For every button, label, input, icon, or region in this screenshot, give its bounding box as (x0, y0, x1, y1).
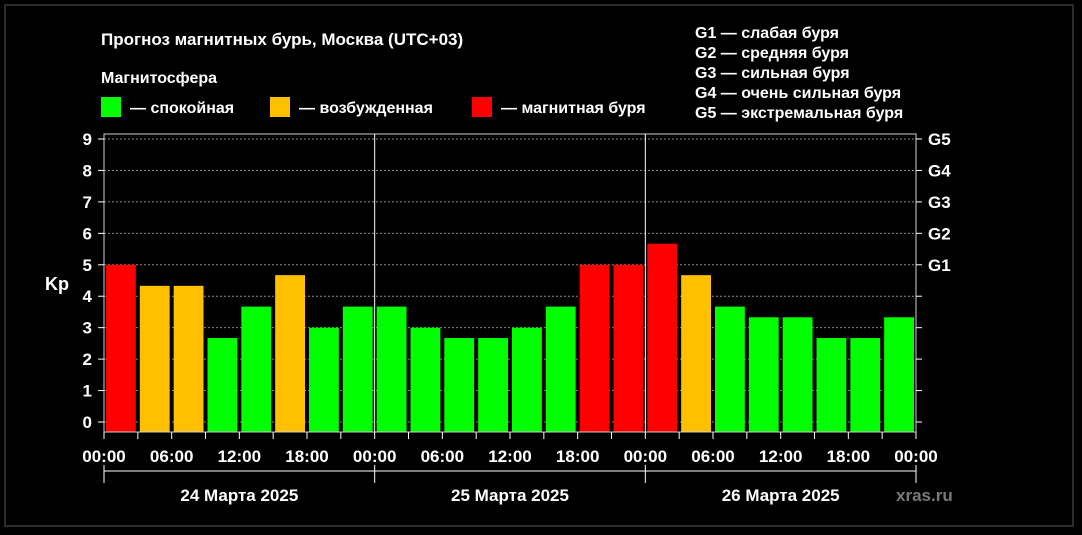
bar-excited (275, 275, 305, 432)
y-tick-label: 4 (83, 287, 93, 306)
bar-quiet (207, 338, 238, 432)
legend-title: Магнитосфера (101, 70, 217, 87)
y-tick-labels: 0 1 2 3 4 5 6 7 8 9 (83, 130, 93, 432)
grid-lines (104, 138, 916, 423)
bar-quiet (782, 317, 813, 432)
legend-label-quiet: — спокойная (130, 100, 234, 117)
bar-quiet (342, 306, 373, 432)
right-tick-label: G5 (928, 130, 951, 149)
bar-excited (173, 285, 204, 432)
x-tick-label: 00:00 (894, 447, 937, 466)
bar-quiet (850, 338, 881, 432)
right-tick-label: G3 (928, 193, 951, 212)
chart-frame (4, 4, 1074, 527)
legend-swatch-quiet (101, 97, 121, 117)
y-tick-label: 5 (83, 256, 92, 275)
bar-quiet (376, 306, 407, 432)
right-tick-label: G1 (928, 256, 951, 275)
bar-quiet (309, 327, 339, 432)
right-tick-labels: G1 G2 G3 G4 G5 (928, 130, 951, 275)
right-tick-label: G4 (928, 161, 951, 180)
storm-level-item: G4 — очень сильная буря (695, 85, 901, 102)
storm-level-item: G1 — слабая буря (695, 25, 839, 42)
bar-storm (613, 264, 644, 432)
bar-quiet (444, 338, 475, 432)
axes (98, 133, 922, 483)
x-tick-label: 12:00 (488, 447, 531, 466)
right-tick-label: G2 (928, 224, 951, 243)
day-label: 26 Марта 2025 (722, 486, 840, 505)
bar-storm (106, 264, 136, 432)
legend-swatch-excited (270, 97, 290, 117)
x-tick-labels: 00:00 06:00 12:00 18:00 00:00 06:00 12:00 18:00… (82, 447, 937, 466)
x-tick-label: 18:00 (285, 447, 328, 466)
bar-quiet (478, 338, 508, 432)
x-tick-label: 18:00 (556, 447, 599, 466)
y-tick-label: 6 (83, 224, 92, 243)
x-tick-label: 06:00 (150, 447, 193, 466)
chart-title: Прогноз магнитных бурь, Москва (UTC+03) (101, 30, 463, 49)
x-tick-label: 12:00 (218, 447, 261, 466)
y-tick-label: 0 (83, 413, 92, 432)
x-tick-label: 12:00 (759, 447, 802, 466)
day-label: 24 Марта 2025 (180, 486, 298, 505)
x-tick-label: 00:00 (353, 447, 396, 466)
y-tick-label: 7 (83, 193, 92, 212)
bar-excited (139, 285, 170, 432)
bar-quiet (816, 338, 847, 432)
y-axis-label: Kp (45, 274, 69, 294)
watermark: xras.ru (896, 486, 953, 505)
day-labels: 24 Марта 2025 25 Марта 2025 26 Марта 2025 (180, 486, 839, 505)
bar-quiet (241, 306, 272, 432)
y-tick-label: 8 (83, 161, 92, 180)
storm-levels-list: G1 — слабая буря G2 — средняя буря G3 — си… (695, 25, 903, 122)
bar-quiet (748, 317, 779, 432)
y-tick-label: 3 (83, 319, 92, 338)
y-tick-label: 1 (83, 382, 92, 401)
x-tick-label: 06:00 (691, 447, 734, 466)
y-tick-label: 9 (83, 130, 92, 149)
bar-quiet (545, 306, 576, 432)
x-tick-label: 00:00 (624, 447, 667, 466)
legend: — спокойная — возбужденная — магнитная бур… (101, 97, 646, 117)
day-label: 25 Марта 2025 (451, 486, 569, 505)
x-tick-label: 06:00 (421, 447, 464, 466)
legend-label-excited: — возбужденная (299, 100, 433, 117)
legend-swatch-storm (472, 97, 492, 117)
storm-level-item: G5 — экстремальная буря (695, 105, 903, 122)
storm-level-item: G3 — сильная буря (695, 65, 850, 82)
x-tick-label: 00:00 (82, 447, 125, 466)
bar-storm (647, 243, 678, 432)
y-tick-label: 2 (83, 350, 92, 369)
legend-label-storm: — магнитная буря (501, 100, 646, 117)
bar-quiet (884, 317, 914, 432)
storm-level-item: G2 — средняя буря (695, 45, 849, 62)
bar-quiet (410, 327, 441, 432)
bar-excited (681, 275, 711, 432)
bar-quiet (512, 327, 542, 432)
bar-storm (579, 264, 610, 432)
bars (106, 243, 914, 432)
bar-quiet (715, 306, 745, 432)
x-tick-label: 18:00 (827, 447, 870, 466)
